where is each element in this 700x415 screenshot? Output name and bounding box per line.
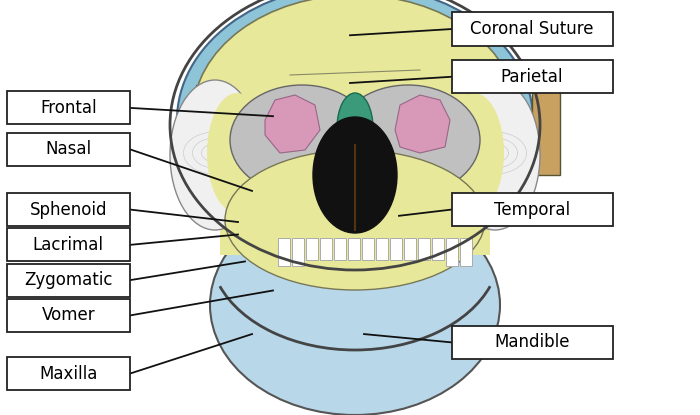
Bar — [532, 85, 560, 175]
Text: Frontal: Frontal — [40, 99, 97, 117]
Bar — [432, 238, 444, 260]
Bar — [404, 238, 416, 260]
FancyBboxPatch shape — [7, 228, 130, 261]
FancyBboxPatch shape — [452, 12, 612, 46]
Bar — [418, 238, 430, 260]
Bar — [362, 238, 374, 260]
FancyBboxPatch shape — [7, 91, 130, 124]
Text: Sphenoid: Sphenoid — [29, 200, 107, 219]
FancyBboxPatch shape — [452, 60, 612, 93]
Ellipse shape — [336, 85, 480, 195]
Ellipse shape — [337, 93, 373, 163]
Bar — [220, 85, 490, 255]
Bar — [376, 238, 388, 260]
Text: Zygomatic: Zygomatic — [24, 271, 113, 289]
Ellipse shape — [225, 150, 485, 290]
Bar — [390, 238, 402, 260]
Ellipse shape — [313, 117, 397, 233]
Ellipse shape — [210, 195, 500, 415]
Bar — [292, 238, 304, 266]
Bar — [306, 238, 318, 260]
Bar — [460, 238, 472, 266]
Bar — [196, 85, 224, 175]
Text: Lacrimal: Lacrimal — [33, 236, 104, 254]
Ellipse shape — [450, 80, 540, 230]
FancyBboxPatch shape — [7, 357, 130, 390]
Text: Parietal: Parietal — [500, 68, 564, 86]
Bar — [320, 238, 332, 260]
Ellipse shape — [444, 93, 504, 213]
FancyBboxPatch shape — [452, 193, 612, 226]
Ellipse shape — [207, 93, 267, 213]
FancyBboxPatch shape — [7, 133, 130, 166]
Bar — [334, 238, 346, 260]
Text: Temporal: Temporal — [494, 200, 570, 219]
Ellipse shape — [177, 0, 533, 255]
FancyBboxPatch shape — [452, 326, 612, 359]
FancyBboxPatch shape — [7, 299, 130, 332]
Text: Maxilla: Maxilla — [39, 364, 97, 383]
FancyBboxPatch shape — [7, 264, 130, 297]
Bar — [446, 238, 458, 266]
Bar — [250, 140, 460, 255]
Polygon shape — [395, 95, 450, 153]
Ellipse shape — [230, 85, 374, 195]
Ellipse shape — [193, 0, 517, 235]
Text: Coronal Suture: Coronal Suture — [470, 20, 594, 38]
Bar — [348, 238, 360, 260]
Text: Vomer: Vomer — [41, 306, 95, 325]
FancyBboxPatch shape — [7, 193, 130, 226]
Text: Mandible: Mandible — [494, 333, 570, 352]
Bar — [278, 238, 290, 266]
Polygon shape — [265, 95, 320, 153]
Ellipse shape — [170, 80, 260, 230]
Text: Nasal: Nasal — [46, 140, 91, 159]
